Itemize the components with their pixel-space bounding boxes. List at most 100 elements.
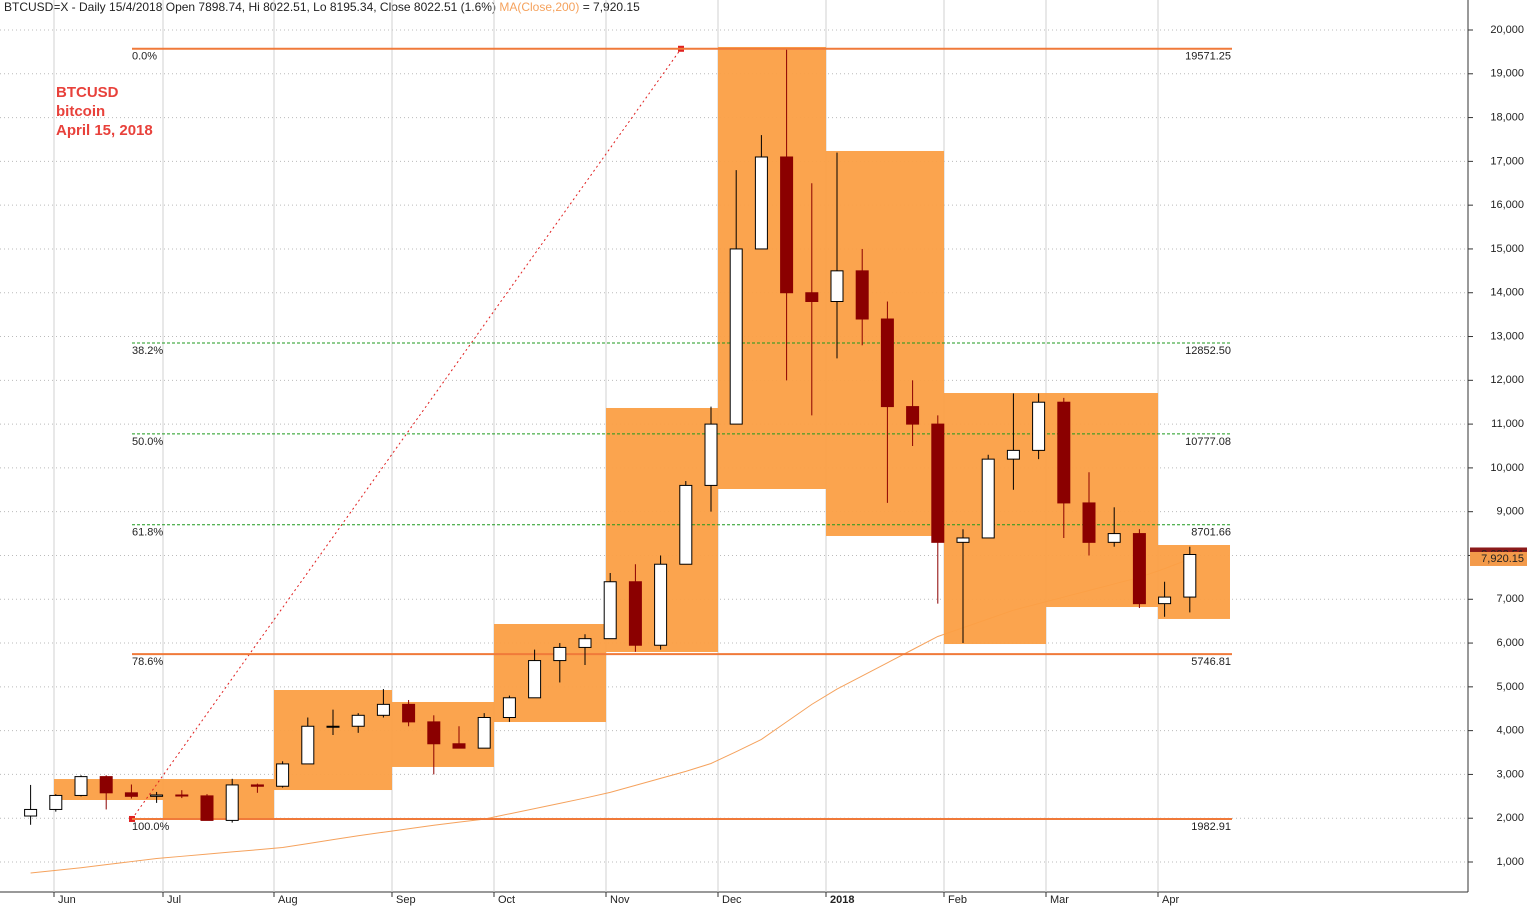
y-tick-label: 5,000: [1496, 681, 1524, 693]
candle-body: [376, 703, 390, 716]
fib-value-label: 19571.25: [1185, 51, 1231, 63]
x-tick-label: Sep: [396, 894, 416, 906]
candle-body: [175, 794, 189, 797]
candle-body: [528, 660, 542, 699]
candle-body: [200, 795, 214, 821]
fib-value-label: 5746.81: [1191, 656, 1231, 668]
ma-last-tag-label: 7,920.15: [1481, 553, 1524, 565]
x-tick-label: Oct: [498, 894, 515, 906]
fib-value-label: 12852.50: [1185, 345, 1231, 357]
candle-body: [402, 703, 416, 723]
candle-body: [477, 716, 491, 749]
candle-body: [603, 581, 617, 640]
x-tick-label: Aug: [278, 894, 298, 906]
y-tick-label: 12,000: [1490, 374, 1524, 386]
candle-body: [225, 784, 239, 821]
x-tick-label: Apr: [1162, 894, 1179, 906]
candle-body: [578, 638, 592, 648]
candle-body: [1032, 401, 1046, 451]
header-ma-value: = 7,920.15: [583, 0, 640, 14]
fib-value-label: 8701.66: [1191, 527, 1231, 539]
candle-body: [427, 721, 441, 745]
y-tick-label: 20,000: [1490, 24, 1524, 36]
y-tick-label: 2,000: [1496, 812, 1524, 824]
header-symbol: BTCUSD=X - Daily 15/4/2018 Open 7898.74,…: [4, 0, 496, 14]
x-tick-label: Feb: [948, 894, 967, 906]
candle-body: [628, 581, 642, 646]
range-box: [274, 689, 392, 791]
candle-body: [250, 784, 264, 787]
candle-body: [780, 156, 794, 294]
candle-body: [452, 743, 466, 749]
candle-body: [1132, 533, 1146, 605]
candle-body: [74, 776, 88, 796]
y-tick-label: 11,000: [1491, 418, 1524, 430]
annotation: BTCUSD: [56, 84, 119, 101]
candle-body: [276, 763, 290, 787]
candle-body: [150, 794, 164, 797]
y-tick-label: 19,000: [1490, 68, 1524, 80]
y-tick-label: 10,000: [1490, 462, 1524, 474]
candle-body: [1183, 553, 1197, 598]
ma-last-tag: [1470, 551, 1527, 566]
candle-body: [679, 484, 693, 565]
y-tick-label: 15,000: [1490, 243, 1524, 255]
y-tick-label: 4,000: [1496, 725, 1524, 737]
candle-body: [754, 156, 768, 250]
fib-label: 0.0%: [132, 51, 157, 63]
x-tick-label: 2018: [830, 894, 854, 906]
candle-body: [654, 563, 668, 646]
x-tick-label: Nov: [610, 894, 630, 906]
y-tick-label: 16,000: [1490, 199, 1524, 211]
y-tick-label: 13,000: [1490, 330, 1524, 342]
y-tick-label: 18,000: [1490, 111, 1524, 123]
y-tick-label: 9,000: [1496, 506, 1524, 518]
candle-body: [956, 537, 970, 543]
y-tick-label: 14,000: [1490, 287, 1524, 299]
fib-value-label: 10777.08: [1185, 436, 1231, 448]
candle-body: [1082, 502, 1096, 543]
y-tick-label: 3,000: [1496, 768, 1524, 780]
candle-body: [981, 458, 995, 539]
candle-body: [49, 794, 63, 810]
candle-body: [1057, 401, 1071, 504]
range-box: [944, 393, 1046, 645]
candle-body: [502, 697, 516, 718]
fib-value-label: 1982.91: [1191, 821, 1231, 833]
candle-body: [729, 248, 743, 425]
candle-body: [301, 725, 315, 765]
candle-body: [906, 406, 920, 425]
candle-body: [830, 270, 844, 302]
candle-body: [1107, 533, 1121, 543]
candle-body: [1006, 449, 1020, 460]
y-tick-label: 7,000: [1496, 593, 1524, 605]
fib-label: 38.2%: [132, 345, 163, 357]
candle-body: [855, 270, 869, 320]
annotation: April 15, 2018: [56, 122, 153, 139]
candle-body: [24, 808, 38, 817]
candle-body: [704, 423, 718, 486]
candle-body: [880, 318, 894, 408]
annotation: bitcoin: [56, 103, 105, 120]
candle-body: [351, 714, 365, 727]
candle-body: [99, 776, 113, 794]
candle-body: [326, 725, 340, 728]
y-tick-label: 6,000: [1496, 637, 1524, 649]
x-tick-label: Jul: [167, 894, 181, 906]
fib-label: 50.0%: [132, 436, 163, 448]
x-tick-label: Jun: [58, 894, 76, 906]
y-tick-label: 17,000: [1490, 155, 1524, 167]
candle-body: [805, 292, 819, 302]
candle-body: [553, 646, 567, 662]
fib-label: 61.8%: [132, 527, 163, 539]
candle-body: [124, 792, 138, 797]
fib-label: 78.6%: [132, 656, 163, 668]
header: BTCUSD=X - Daily 15/4/2018 Open 7898.74,…: [4, 0, 640, 14]
fib-label: 100.0%: [132, 821, 170, 833]
header-ma: MA(Close,200): [499, 0, 579, 14]
candle-body: [931, 423, 945, 543]
x-tick-label: Mar: [1050, 894, 1069, 906]
y-tick-label: 1,000: [1496, 856, 1524, 868]
candle-body: [1158, 596, 1172, 605]
